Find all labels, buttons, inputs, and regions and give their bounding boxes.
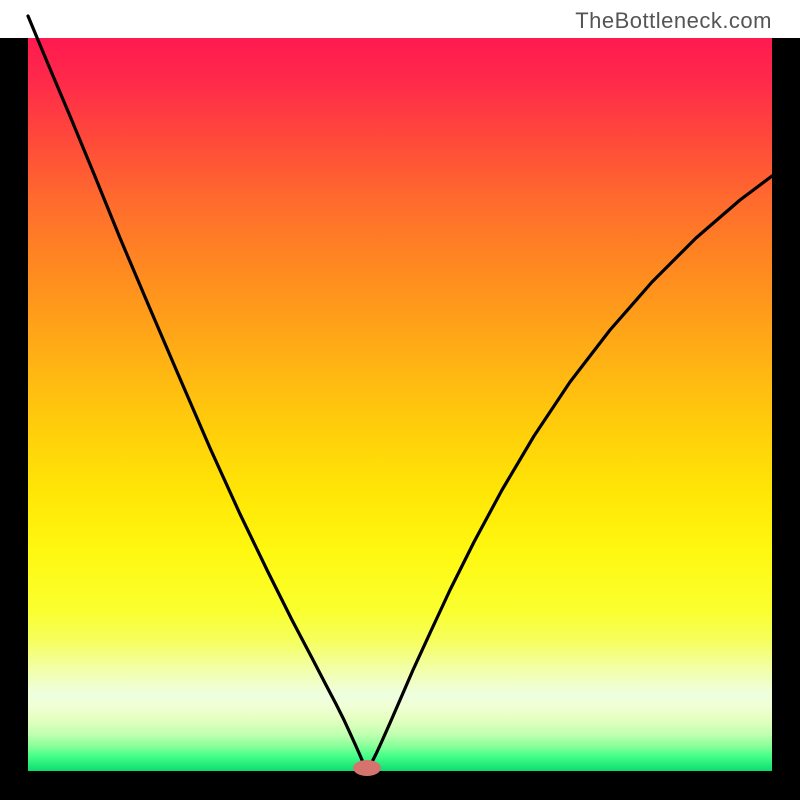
optimal-marker [353,760,381,776]
bottleneck-curve [0,0,800,800]
curve-path [28,16,772,769]
chart-frame: TheBottleneck.com [0,0,800,800]
